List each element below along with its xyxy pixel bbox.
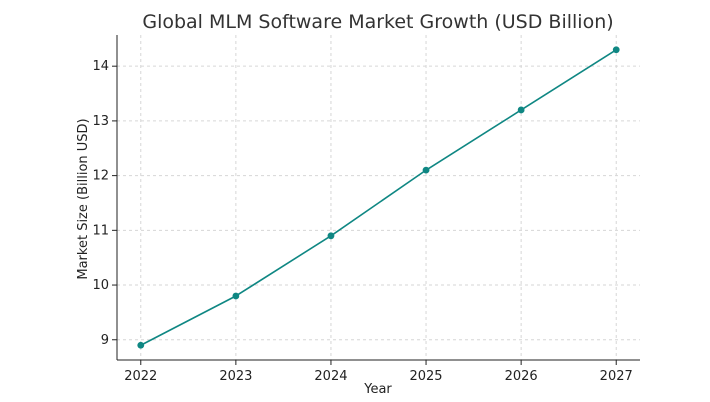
y-axis-label: Market Size (Billion USD) [76, 118, 91, 279]
y-tick-label: 12 [92, 169, 109, 184]
y-tick-label: 10 [92, 278, 109, 293]
x-tick-label: 2023 [219, 369, 252, 384]
chart-title: Global MLM Software Market Growth (USD B… [142, 11, 613, 33]
x-tick-label: 2026 [505, 369, 538, 384]
data-point [232, 292, 240, 300]
x-tick-label: 2022 [124, 369, 157, 384]
x-tick-label: 2025 [409, 369, 442, 384]
y-tick-label: 13 [92, 114, 109, 129]
series-line [139, 48, 618, 347]
x-axis-label: Year [363, 382, 392, 397]
x-tick-label: 2024 [314, 369, 347, 384]
data-point [612, 46, 620, 54]
grid-layer [117, 35, 640, 360]
data-point [137, 341, 145, 349]
data-point [327, 232, 335, 240]
data-layer [137, 46, 620, 349]
y-tick-label: 11 [92, 223, 109, 238]
x-tick-label: 2027 [600, 369, 633, 384]
y-tick-label: 14 [92, 59, 109, 74]
axis-layer: 2022 2023 2024 2025 2026 2027 9 10 11 12 13 14 [92, 35, 640, 384]
y-tick-label: 9 [101, 333, 109, 348]
data-point [517, 106, 525, 114]
data-point [422, 166, 430, 174]
